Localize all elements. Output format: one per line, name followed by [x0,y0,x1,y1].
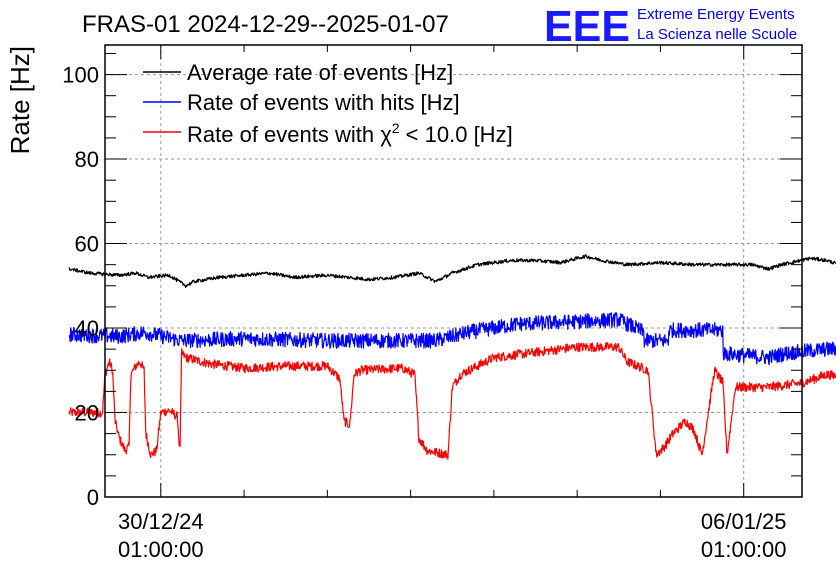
y-tick-label: 80 [75,147,99,172]
logo-mark: EEE [544,2,630,51]
legend-chi2-main: Rate of events with χ [187,122,392,147]
logo-line2: La Scienza nelle Scuole [637,26,797,43]
chart-title: FRAS-01 2024-12-29--2025-01-07 [82,11,449,38]
y-tick-label: 40 [75,316,99,341]
series-line-0 [68,254,836,288]
logo-line1: Extreme Energy Events [637,6,795,23]
legend-label-hits: Rate of events with hits [Hz] [187,90,460,115]
y-tick-label: 20 [75,401,99,426]
legend-entry-average: Average rate of events [Hz] [143,60,453,85]
x-tick-label-time: 01:00:00 [701,537,787,562]
legend-entry-hits: Rate of events with hits [Hz] [143,90,460,115]
y-tick-label: 100 [62,63,99,88]
x-tick-label-date: 30/12/24 [118,509,204,534]
series-line-2 [68,342,836,460]
y-tick-labels: 0 20 40 60 80 100 [62,63,99,510]
legend: Average rate of events [Hz] Rate of even… [143,60,513,147]
x-tick-label-date: 06/01/25 [701,509,787,534]
x-tick-labels: 30/12/24 01:00:00 06/01/25 01:00:00 [118,509,787,562]
legend-chi2-tail: < 10.0 [Hz] [400,122,513,147]
x-tick-label-time: 01:00:00 [118,537,204,562]
legend-label-chi2: Rate of events with χ2 < 10.0 [Hz] [187,120,513,147]
legend-chi2-sup: 2 [392,120,400,136]
legend-entry-chi2: Rate of events with χ2 < 10.0 [Hz] [143,120,513,147]
plot-frame [104,44,803,498]
series-layer [68,254,836,460]
y-tick-label: 60 [75,232,99,257]
axis-ticks [105,45,802,498]
series-line-1 [68,312,836,366]
y-tick-label: 0 [87,485,99,510]
eee-logo: EEE Extreme Energy Events La Scienza nel… [544,2,797,51]
legend-label-average: Average rate of events [Hz] [187,60,453,85]
y-axis-label: Rate [Hz] [5,46,35,154]
grid-lines [105,45,802,497]
